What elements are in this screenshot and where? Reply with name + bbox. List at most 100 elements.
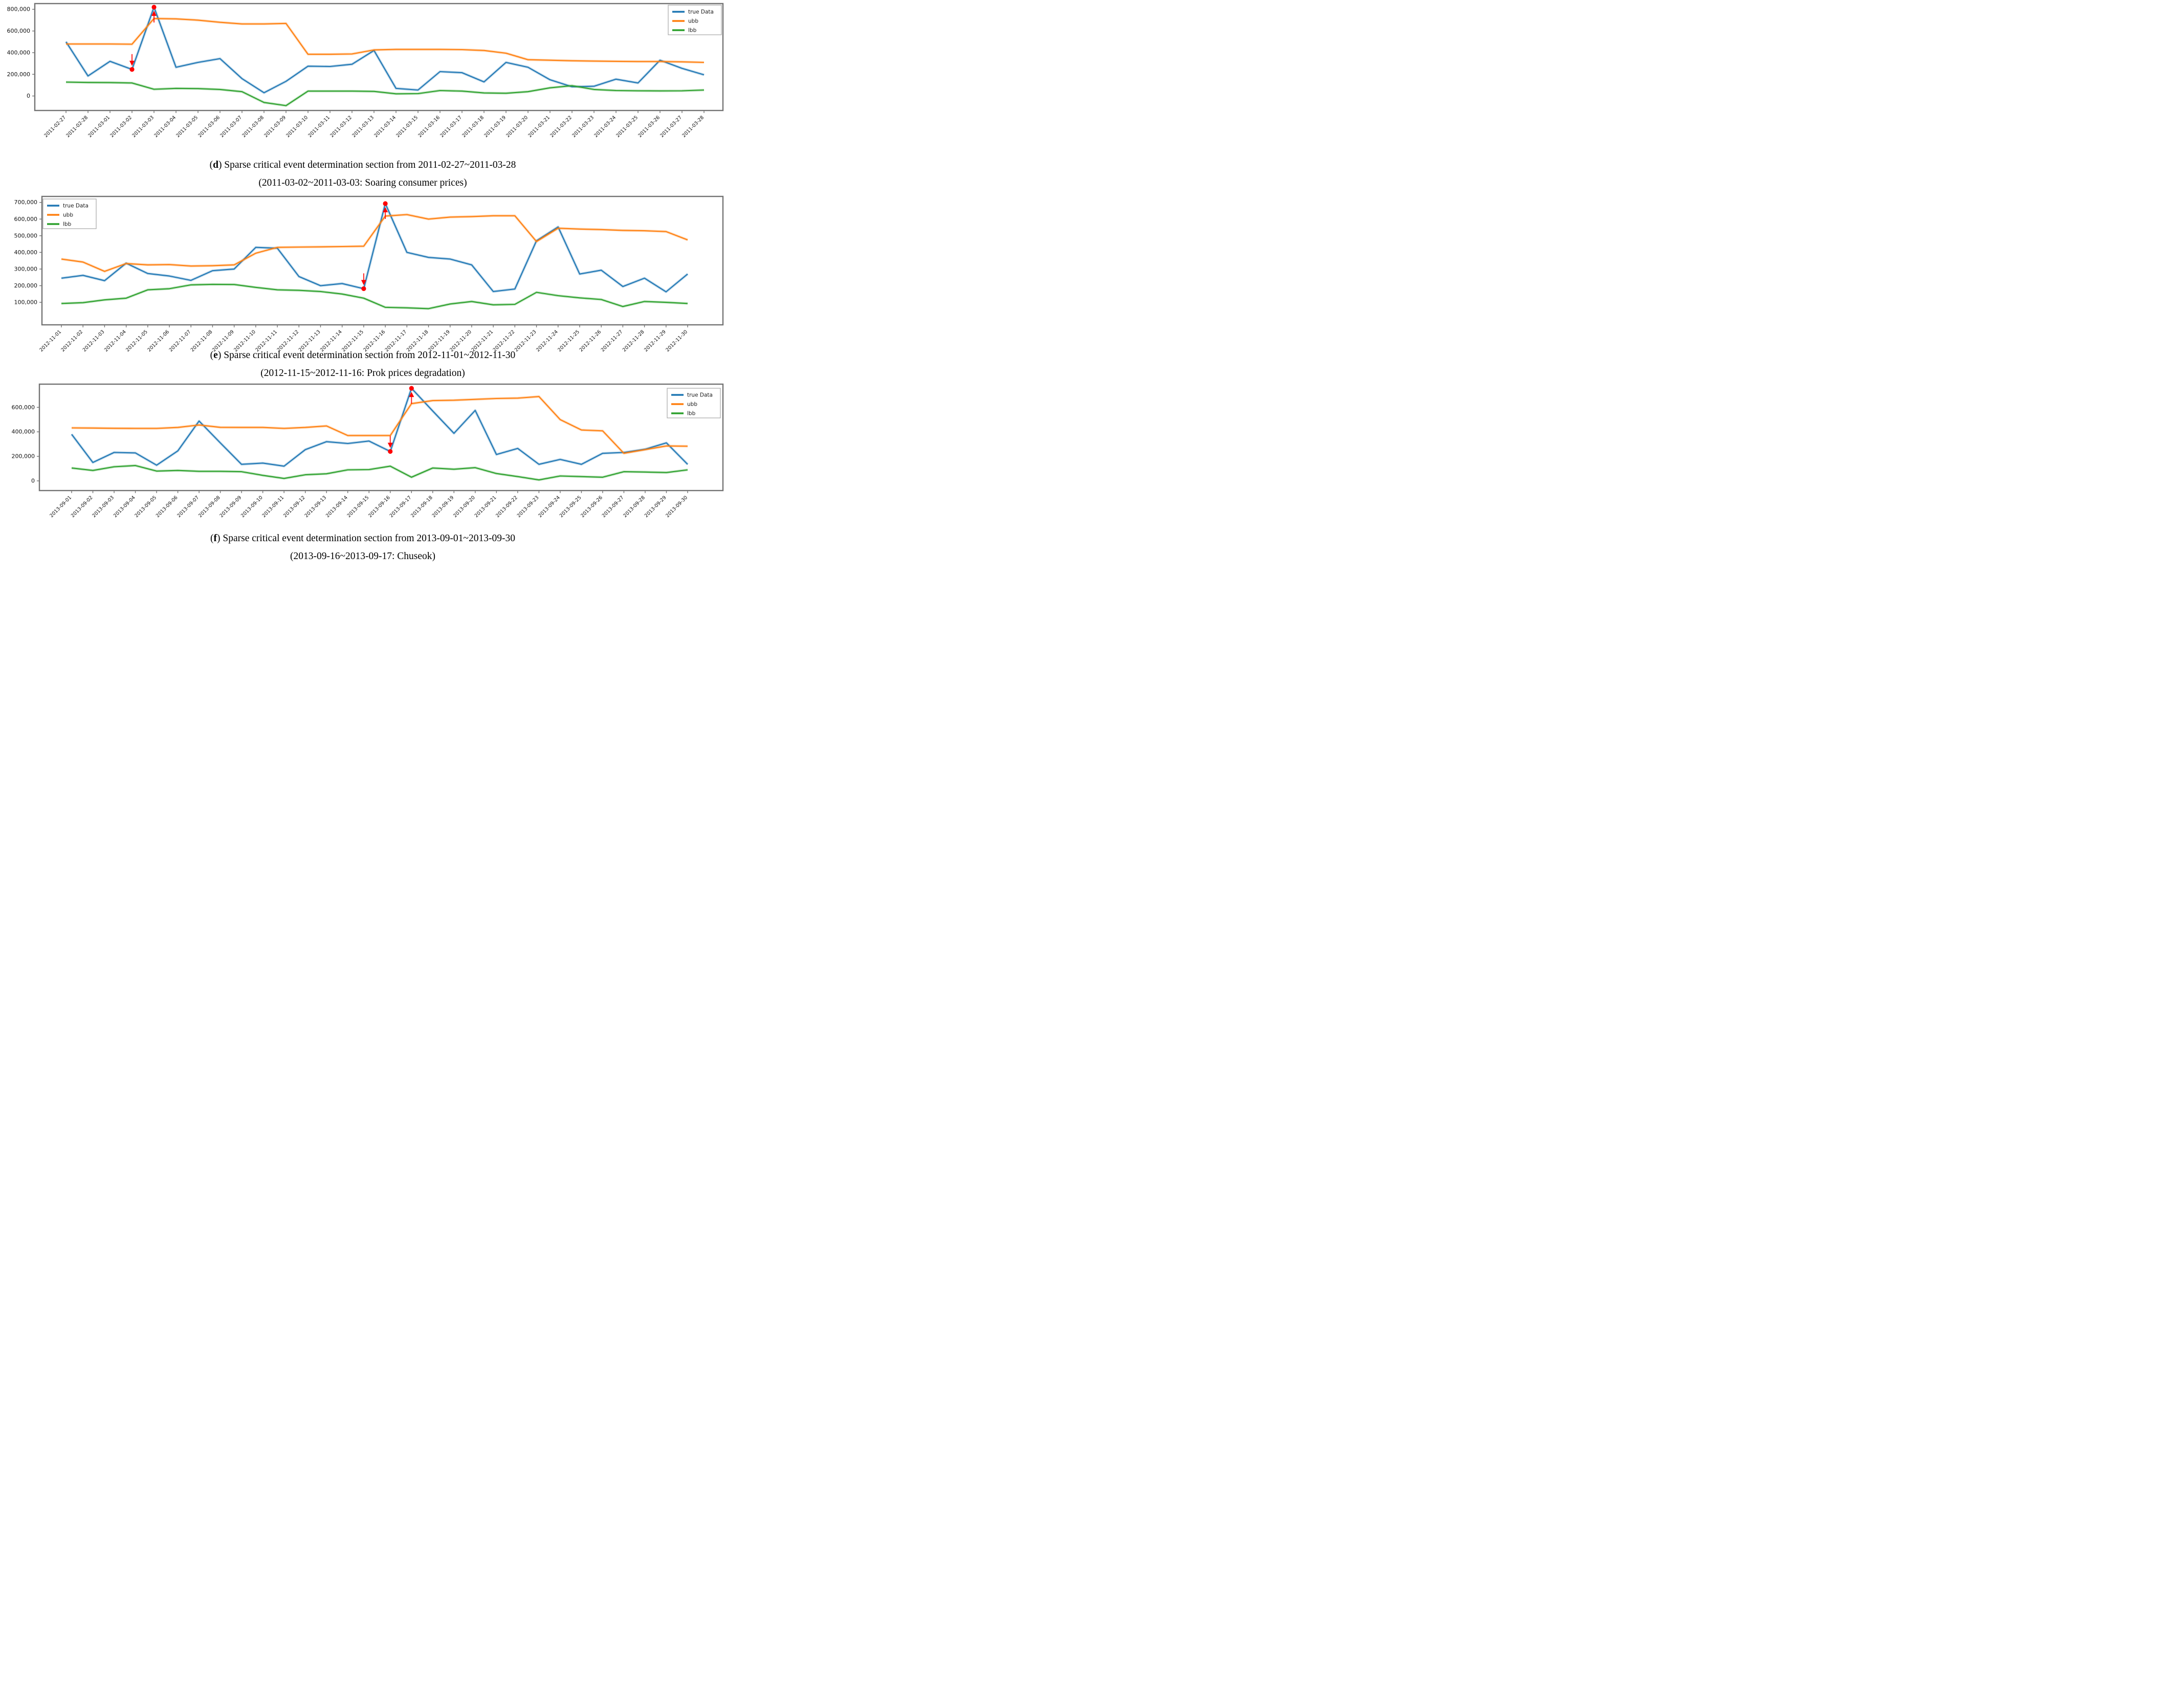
x-tick-label: 2011-03-07: [219, 115, 243, 139]
x-tick-label: 2013-09-09: [218, 495, 243, 519]
y-tick-label: 600,000: [12, 404, 35, 411]
caption-f-line2: (2013-09-16~2013-09-17: Chuseok): [290, 551, 436, 562]
x-tick-label: 2013-09-19: [431, 495, 455, 519]
x-tick-label: 2011-03-08: [241, 115, 265, 139]
caption-d-line2: (2011-03-02~2011-03-03: Soaring consumer…: [258, 178, 467, 188]
caption-f-text: ) Sparse critical event determination se…: [217, 533, 515, 544]
legend: true Data ubb lbb: [667, 388, 721, 418]
marker-arrow-head-down: [129, 60, 135, 66]
marker-dot: [388, 449, 393, 454]
y-tick-label: 800,000: [7, 6, 31, 13]
legend-label: lbb: [688, 28, 697, 34]
x-tick-label: 2011-03-12: [329, 115, 353, 139]
y-tick-label: 700,000: [14, 199, 38, 206]
caption-e-letter: e: [213, 350, 218, 361]
x-tick-label: 2013-09-11: [261, 495, 285, 519]
marker-dot: [409, 386, 414, 391]
x-tick-label: 2011-03-02: [109, 115, 133, 139]
plot-border: [41, 195, 724, 326]
critical-event-marker-down: [361, 273, 366, 291]
caption-f-line1: (f) Sparse critical event determination …: [0, 529, 725, 547]
x-tick-label: 2011-03-26: [637, 115, 661, 139]
caption-f-open: (: [210, 533, 214, 544]
caption-f: (f) Sparse critical event determination …: [0, 527, 725, 565]
legend-label: lbb: [687, 411, 696, 417]
x-tick-label: 2011-03-28: [681, 115, 705, 139]
series-line-true-data: [65, 6, 705, 94]
critical-event-marker-up: [409, 386, 414, 404]
legend-label: true Data: [687, 392, 713, 398]
y-tick-label: 100,000: [14, 299, 38, 306]
y-tick-label: 200,000: [12, 453, 35, 460]
y-tick-label: 500,000: [14, 232, 38, 239]
caption-d-text: ) Sparse critical event determination se…: [218, 160, 516, 170]
caption-e-open: (: [210, 350, 214, 361]
series-line-lbb: [65, 81, 705, 106]
legend-label: ubb: [687, 402, 697, 408]
y-tick-label: 300,000: [14, 265, 38, 272]
x-tick-label: 2011-03-17: [439, 115, 463, 139]
x-tick-label: 2013-09-29: [644, 495, 668, 519]
x-tick-label: 2013-09-14: [325, 495, 349, 519]
x-tick-label: 2011-02-28: [65, 115, 89, 139]
panel-e: 100,000 200,000 300,000 400,000 500,000 600,0…: [0, 192, 725, 382]
x-tick-label: 2013-09-16: [367, 495, 391, 519]
legend-label: true Data: [63, 203, 89, 209]
caption-e: (e) Sparse critical event determination …: [0, 344, 725, 382]
x-tick-label: 2013-09-24: [537, 495, 561, 519]
marker-dot: [361, 286, 366, 291]
panel-f: 0 200,000 400,000 600,000 2013-09-01 2013-09-…: [0, 382, 725, 565]
series-line-lbb: [61, 283, 688, 309]
x-tick-label: 2011-03-14: [373, 115, 397, 139]
marker-dot: [383, 201, 388, 206]
series-line-ubb: [61, 214, 688, 272]
x-tick-label: 2013-09-27: [601, 495, 625, 519]
x-tick-label: 2013-09-01: [49, 495, 73, 519]
legend: true Data ubb lbb: [668, 5, 722, 35]
x-tick-label: 2013-09-07: [176, 495, 200, 519]
caption-e-text: ) Sparse critical event determination se…: [217, 350, 516, 361]
x-tick-label: 2013-09-18: [410, 495, 434, 519]
marker-arrow-head-down: [387, 442, 393, 448]
series-line-true-data: [61, 203, 688, 293]
marker-dot: [151, 5, 157, 10]
legend-label: lbb: [63, 221, 72, 228]
critical-event-marker-up: [383, 201, 388, 219]
y-tick-label: 0: [31, 478, 35, 484]
x-tick-label: 2013-09-26: [580, 495, 604, 519]
x-tick-label: 2013-09-02: [70, 495, 94, 519]
caption-d: (d) Sparse critical event determination …: [0, 153, 725, 192]
x-tick-label: 2011-03-05: [175, 115, 199, 139]
marker-arrow-head-up: [151, 10, 157, 16]
y-tick-label: 600,000: [14, 216, 38, 223]
y-tick-label: 200,000: [14, 282, 38, 289]
x-tick-label: 2011-03-01: [87, 115, 111, 139]
marker-dot: [129, 67, 135, 72]
x-tick-label: 2011-03-13: [351, 115, 375, 139]
x-tick-label: 2013-09-21: [474, 495, 498, 519]
legend-label: true Data: [688, 9, 714, 15]
x-tick-label: 2011-03-15: [395, 115, 419, 139]
series-line-lbb: [71, 465, 688, 481]
y-tick-label: 400,000: [14, 249, 38, 256]
critical-event-marker-down: [129, 54, 135, 72]
caption-e-line2: (2012-11-15~2012-11-16: Prok prices degr…: [260, 368, 465, 379]
x-tick-label: 2011-02-27: [43, 115, 67, 139]
panel-d: 0 200,000 400,000 600,000 800,000 2011-02-27 2…: [0, 0, 725, 192]
x-tick-label: 2013-09-12: [282, 495, 306, 519]
x-tick-label: 2013-09-05: [134, 495, 158, 519]
caption-f-letter: f: [213, 533, 217, 544]
x-tick-label: 2013-09-15: [346, 495, 370, 519]
y-tick-label: 400,000: [7, 49, 31, 56]
x-tick-label: 2011-03-22: [549, 115, 573, 139]
x-tick-label: 2011-03-09: [263, 115, 287, 139]
legend-label: ubb: [688, 18, 698, 25]
y-tick-label: 0: [27, 93, 30, 99]
caption-d-letter: d: [213, 160, 218, 170]
x-tick-label: 2013-09-06: [155, 495, 179, 519]
caption-d-line1: (d) Sparse critical event determination …: [0, 156, 725, 174]
y-tick-label: 200,000: [7, 71, 31, 78]
y-tick-label: 600,000: [7, 28, 31, 34]
critical-event-marker-up: [151, 5, 157, 23]
caption-d-open: (: [209, 160, 213, 170]
